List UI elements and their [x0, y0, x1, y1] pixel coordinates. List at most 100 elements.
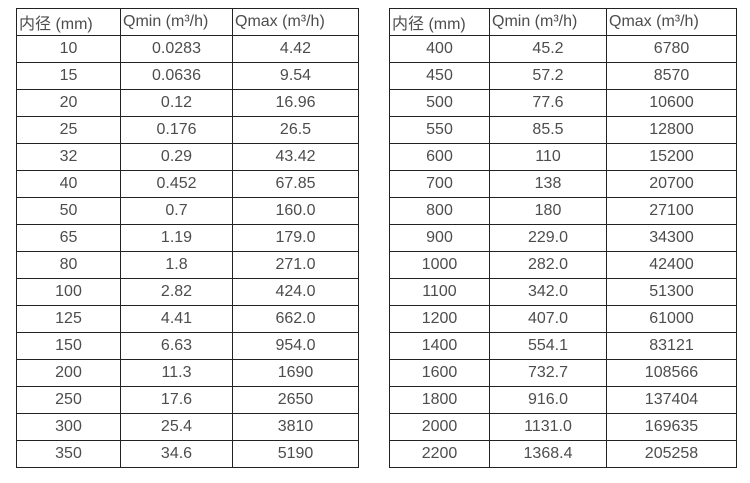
diameter-cell: 450: [389, 62, 490, 90]
qmax-cell: 662.0: [232, 305, 359, 333]
qmin-cell: 1368.4: [489, 440, 607, 468]
qmin-cell: 34.6: [120, 440, 233, 468]
qmax-cell: 169635: [606, 413, 737, 441]
table-row: 32 0.29 43.42: [16, 143, 359, 171]
qmin-cell: 282.0: [489, 251, 607, 279]
table-row: 2000 1131.0 169635: [389, 413, 737, 441]
qmin-cell: 0.0636: [120, 62, 233, 90]
diameter-cell: 1400: [389, 332, 490, 360]
diameter-cell: 1600: [389, 359, 490, 387]
table-row: 2200 1368.4 205258: [389, 440, 737, 468]
diameter-cell: 250: [16, 386, 121, 414]
diameter-cell: 1100: [389, 278, 490, 306]
diameter-cell: 1000: [389, 251, 490, 279]
diameter-cell: 300: [16, 413, 121, 441]
qmin-cell: 57.2: [489, 62, 607, 90]
qmin-cell: 4.41: [120, 305, 233, 333]
table-body: 400 45.2 6780 450 57.2 8570 500 77.6 10600 550 85.…: [389, 35, 737, 468]
qmin-cell: 1.19: [120, 224, 233, 252]
diameter-cell: 600: [389, 143, 490, 171]
diameter-cell: 800: [389, 197, 490, 225]
diameter-cell: 500: [389, 89, 490, 117]
qmax-cell: 12800: [606, 116, 737, 144]
flow-table-small-diameters: 内径 (mm) Qmin (m³/h) Qmax (m³/h) 10 0.0283…: [16, 8, 359, 468]
header-diameter: 内径 (mm): [389, 8, 490, 36]
diameter-cell: 20: [16, 89, 121, 117]
table-row: 40 0.452 67.85: [16, 170, 359, 198]
qmin-cell: 554.1: [489, 332, 607, 360]
diameter-cell: 32: [16, 143, 121, 171]
table-row: 500 77.6 10600: [389, 89, 737, 117]
diameter-cell: 2200: [389, 440, 490, 468]
table-row: 15 0.0636 9.54: [16, 62, 359, 90]
qmax-cell: 179.0: [232, 224, 359, 252]
qmax-cell: 4.42: [232, 35, 359, 63]
table-row: 50 0.7 160.0: [16, 197, 359, 225]
diameter-cell: 65: [16, 224, 121, 252]
header-qmin: Qmin (m³/h): [489, 8, 607, 36]
qmax-cell: 43.42: [232, 143, 359, 171]
qmax-cell: 9.54: [232, 62, 359, 90]
qmin-cell: 0.12: [120, 89, 233, 117]
diameter-cell: 1200: [389, 305, 490, 333]
qmax-cell: 8570: [606, 62, 737, 90]
table-row: 1200 407.0 61000: [389, 305, 737, 333]
header-qmax: Qmax (m³/h): [606, 8, 737, 36]
table-row: 600 110 15200: [389, 143, 737, 171]
qmax-cell: 26.5: [232, 116, 359, 144]
qmax-cell: 271.0: [232, 251, 359, 279]
diameter-cell: 550: [389, 116, 490, 144]
qmin-cell: 0.0283: [120, 35, 233, 63]
qmin-cell: 916.0: [489, 386, 607, 414]
table-row: 10 0.0283 4.42: [16, 35, 359, 63]
qmax-cell: 61000: [606, 305, 737, 333]
qmin-cell: 6.63: [120, 332, 233, 360]
qmin-cell: 732.7: [489, 359, 607, 387]
diameter-cell: 15: [16, 62, 121, 90]
table-row: 1100 342.0 51300: [389, 278, 737, 306]
table-row: 250 17.6 2650: [16, 386, 359, 414]
qmin-cell: 229.0: [489, 224, 607, 252]
table-header-row: 内径 (mm) Qmin (m³/h) Qmax (m³/h): [389, 8, 737, 36]
table-row: 80 1.8 271.0: [16, 251, 359, 279]
table-row: 25 0.176 26.5: [16, 116, 359, 144]
qmax-cell: 15200: [606, 143, 737, 171]
table-row: 125 4.41 662.0: [16, 305, 359, 333]
qmax-cell: 27100: [606, 197, 737, 225]
qmax-cell: 2650: [232, 386, 359, 414]
qmin-cell: 110: [489, 143, 607, 171]
qmin-cell: 0.29: [120, 143, 233, 171]
qmax-cell: 954.0: [232, 332, 359, 360]
header-qmin: Qmin (m³/h): [120, 8, 233, 36]
qmin-cell: 0.176: [120, 116, 233, 144]
qmax-cell: 83121: [606, 332, 737, 360]
diameter-cell: 200: [16, 359, 121, 387]
qmin-cell: 0.7: [120, 197, 233, 225]
qmin-cell: 2.82: [120, 278, 233, 306]
qmax-cell: 10600: [606, 89, 737, 117]
diameter-cell: 700: [389, 170, 490, 198]
table-row: 300 25.4 3810: [16, 413, 359, 441]
diameter-cell: 400: [389, 35, 490, 63]
diameter-cell: 50: [16, 197, 121, 225]
table-header-row: 内径 (mm) Qmin (m³/h) Qmax (m³/h): [16, 8, 359, 36]
diameter-cell: 2000: [389, 413, 490, 441]
qmax-cell: 205258: [606, 440, 737, 468]
qmax-cell: 51300: [606, 278, 737, 306]
diameter-cell: 350: [16, 440, 121, 468]
qmin-cell: 342.0: [489, 278, 607, 306]
qmin-cell: 407.0: [489, 305, 607, 333]
header-qmax: Qmax (m³/h): [232, 8, 359, 36]
table-row: 150 6.63 954.0: [16, 332, 359, 360]
qmax-cell: 137404: [606, 386, 737, 414]
qmin-cell: 1131.0: [489, 413, 607, 441]
diameter-cell: 40: [16, 170, 121, 198]
table-body: 10 0.0283 4.42 15 0.0636 9.54 20 0.12 16.96 25 0.1…: [16, 35, 359, 468]
qmin-cell: 17.6: [120, 386, 233, 414]
qmin-cell: 138: [489, 170, 607, 198]
diameter-cell: 10: [16, 35, 121, 63]
table-row: 450 57.2 8570: [389, 62, 737, 90]
table-row: 20 0.12 16.96: [16, 89, 359, 117]
diameter-cell: 1800: [389, 386, 490, 414]
